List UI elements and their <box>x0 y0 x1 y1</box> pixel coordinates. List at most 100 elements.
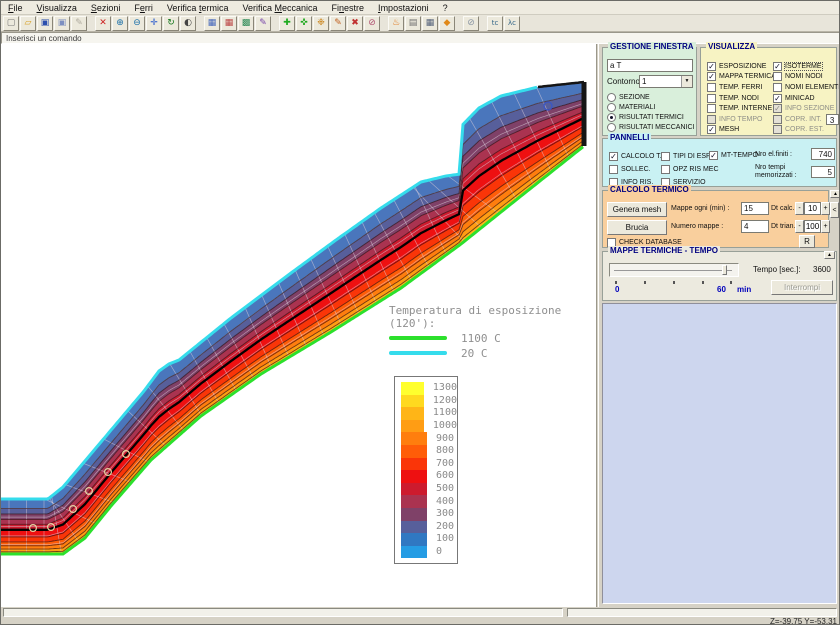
nodes-multi-icon[interactable]: ❉ <box>313 16 329 31</box>
checkbox-esposizione[interactable]: ✓ESPOSIZIONE <box>707 61 776 72</box>
scale-value: 300 <box>436 508 454 520</box>
dt-calc-minus-button[interactable]: - <box>795 202 804 215</box>
checkbox-mappa-termica[interactable]: ✓MAPPA TERMICA <box>707 72 776 83</box>
table-grid-icon[interactable]: ▦ <box>422 16 438 31</box>
checkbox-calcolo-t[interactable]: ✓CALCOLO T. <box>609 150 662 163</box>
delete-icon[interactable]: ✕ <box>95 16 111 31</box>
checkbox-opz-ris-mec[interactable]: OPZ RIS MEC <box>661 163 719 176</box>
genera-mesh-button[interactable]: Genera mesh <box>607 202 667 217</box>
legend-title: Temperatura di esposizione (120'): <box>389 304 596 330</box>
checkbox-minicad[interactable]: ✓MINICAD <box>773 93 840 104</box>
menu-verifica-termica[interactable]: Verifica termica <box>160 2 236 14</box>
checkbox-box[interactable]: ✓ <box>709 151 718 160</box>
save-icon[interactable]: ▣ <box>37 16 53 31</box>
add-node-grid-icon[interactable]: ✜ <box>296 16 312 31</box>
mesh-nodes-red-icon[interactable]: ▦ <box>221 16 237 31</box>
checkbox-box[interactable]: ✓ <box>707 62 716 71</box>
menu-impostazioni[interactable]: Impostazioni <box>371 2 436 14</box>
checkbox-isoterme[interactable]: ✓ISOTERME <box>773 61 840 72</box>
temp-calc-icon[interactable]: tc <box>487 16 503 31</box>
dt-calc-plus-button[interactable]: + <box>821 202 830 215</box>
shade-icon[interactable]: ◐ <box>180 16 196 31</box>
collapse-calcolo-button[interactable]: ▲ <box>830 190 840 198</box>
dt-trian-minus-button[interactable]: - <box>795 220 804 233</box>
checkbox-box[interactable]: ✓ <box>773 62 782 71</box>
checkbox-box[interactable] <box>707 83 716 92</box>
drawing-canvas[interactable]: Temperatura di esposizione (120'): 1100 … <box>1 44 597 607</box>
checkbox-box[interactable]: ✓ <box>609 152 618 161</box>
interrompi-button[interactable]: Interrompi <box>771 280 833 295</box>
mesh-nodes-blue-icon[interactable]: ▦ <box>204 16 220 31</box>
checkbox-temp-interne[interactable]: TEMP. INTERNE <box>707 103 776 114</box>
checkbox-box[interactable] <box>773 83 782 92</box>
checkbox-box[interactable] <box>661 165 670 174</box>
checkbox-temp-ferri[interactable]: TEMP. FERRI <box>707 82 776 93</box>
zoom-in-icon[interactable]: ⊕ <box>112 16 128 31</box>
application-window: FileVisualizzaSezioniFerriVerifica termi… <box>0 0 840 625</box>
window-name-input[interactable] <box>607 59 693 72</box>
numero-mappe-field[interactable] <box>741 220 769 233</box>
pan-icon[interactable]: ✛ <box>146 16 162 31</box>
checkbox-nomi-nodi[interactable]: NOMI NODI <box>773 72 840 83</box>
checkbox-box <box>707 115 716 124</box>
checkbox-box[interactable] <box>707 104 716 113</box>
radio-dot[interactable] <box>607 123 616 132</box>
no-action-icon[interactable]: ⊘ <box>463 16 479 31</box>
collapse-mappe-button[interactable]: ▲ <box>824 251 835 259</box>
checkbox-box[interactable]: ✓ <box>707 72 716 81</box>
mappe-ogni-field[interactable] <box>741 202 769 215</box>
edit-node-icon[interactable]: ✎ <box>330 16 346 31</box>
radio-materiali[interactable]: MATERIALI <box>607 102 694 112</box>
chevron-down-icon[interactable]: ▼ <box>681 76 692 87</box>
lambda-calc-icon[interactable]: λc <box>504 16 520 31</box>
checkbox-box[interactable] <box>773 72 782 81</box>
mappe-ogni-label: Mappe ogni (min) : <box>671 205 729 213</box>
mesh-nodes-green-icon[interactable]: ▩ <box>238 16 254 31</box>
checkbox-box[interactable] <box>609 165 618 174</box>
mesh-edit-icon[interactable]: ✎ <box>255 16 271 31</box>
zoom-out-icon[interactable]: ⊖ <box>129 16 145 31</box>
menu-verifica-meccanica[interactable]: Verifica Meccanica <box>235 2 324 14</box>
menu-sezioni[interactable]: Sezioni <box>84 2 128 14</box>
radio-dot[interactable] <box>607 103 616 112</box>
radio-dot[interactable] <box>607 93 616 102</box>
save-all-icon[interactable]: ▣ <box>54 16 70 31</box>
radio-sezione[interactable]: SEZIONE <box>607 92 694 102</box>
radio-risultati-termici[interactable]: RISULTATI TERMICI <box>607 112 694 122</box>
dt-trian-label: Dt trian.: <box>771 223 797 231</box>
droplet-icon[interactable]: ◆ <box>439 16 455 31</box>
worksheet-icon[interactable]: ▤ <box>405 16 421 31</box>
checkbox-mt-tempo[interactable]: ✓MT-TEMPO <box>709 150 758 161</box>
checkbox-sollec[interactable]: SOLLEC. <box>609 163 662 176</box>
menu-file[interactable]: File <box>1 2 30 14</box>
menu-[interactable]: ? <box>436 2 455 14</box>
delete-node-icon[interactable]: ✖ <box>347 16 363 31</box>
checkbox-mesh[interactable]: ✓MESH <box>707 125 776 136</box>
contorno-select[interactable]: 1 ▼ <box>639 75 693 88</box>
open-folder-icon[interactable]: ▱ <box>20 16 36 31</box>
radio-dot[interactable] <box>607 113 616 122</box>
refresh-icon[interactable]: ↻ <box>163 16 179 31</box>
checkbox-nomi-elementi[interactable]: NOMI ELEMENTI <box>773 82 840 93</box>
time-slider[interactable] <box>609 263 739 277</box>
scale-row: 1200 <box>401 395 457 408</box>
radio-risultati-meccanici[interactable]: RISULTATI MECCANICI <box>607 122 694 132</box>
checkbox-box[interactable]: ✓ <box>773 94 782 103</box>
brucia-button[interactable]: Brucia <box>607 220 667 235</box>
checkbox-box[interactable] <box>707 94 716 103</box>
expand-calcolo-button[interactable]: < <box>830 202 839 218</box>
menu-finestre[interactable]: Finestre <box>325 2 372 14</box>
menu-ferri[interactable]: Ferri <box>127 2 160 14</box>
edit-disabled-icon[interactable]: ✎ <box>71 16 87 31</box>
checkbox-box[interactable] <box>661 152 670 161</box>
dt-trian-plus-button[interactable]: + <box>821 220 830 233</box>
add-node-icon[interactable]: ✚ <box>279 16 295 31</box>
new-file-icon[interactable]: ▢ <box>3 16 19 31</box>
burn-lamp-icon[interactable]: ♨ <box>388 16 404 31</box>
r-button[interactable]: R <box>799 235 815 248</box>
checkbox-temp-nodi[interactable]: TEMP. NODI <box>707 93 776 104</box>
checkbox-box[interactable]: ✓ <box>707 125 716 134</box>
menu-visualizza[interactable]: Visualizza <box>30 2 84 14</box>
slider-handle[interactable] <box>722 265 727 275</box>
disable-node-icon[interactable]: ⊘ <box>364 16 380 31</box>
